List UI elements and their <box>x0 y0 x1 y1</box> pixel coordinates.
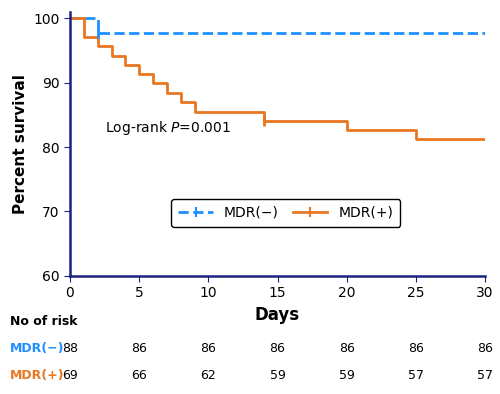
Text: 59: 59 <box>338 369 354 381</box>
Text: 66: 66 <box>132 369 147 381</box>
Text: MDR(+): MDR(+) <box>10 369 64 381</box>
Text: 86: 86 <box>408 342 424 355</box>
Text: 86: 86 <box>200 342 216 355</box>
Text: 88: 88 <box>62 342 78 355</box>
Text: No of risk: No of risk <box>10 315 78 327</box>
Text: 86: 86 <box>477 342 493 355</box>
Text: 86: 86 <box>131 342 147 355</box>
Text: MDR(−): MDR(−) <box>10 342 64 355</box>
Legend: MDR(−), MDR(+): MDR(−), MDR(+) <box>171 199 400 227</box>
X-axis label: Days: Days <box>255 306 300 324</box>
Text: 62: 62 <box>200 369 216 381</box>
Text: 57: 57 <box>477 369 493 381</box>
Text: Log-rank $\it{P}$=0.001: Log-rank $\it{P}$=0.001 <box>104 119 230 137</box>
Text: 86: 86 <box>338 342 354 355</box>
Y-axis label: Percent survival: Percent survival <box>12 74 28 214</box>
Text: 86: 86 <box>270 342 285 355</box>
Text: 59: 59 <box>270 369 285 381</box>
Text: 69: 69 <box>62 369 78 381</box>
Text: 57: 57 <box>408 369 424 381</box>
